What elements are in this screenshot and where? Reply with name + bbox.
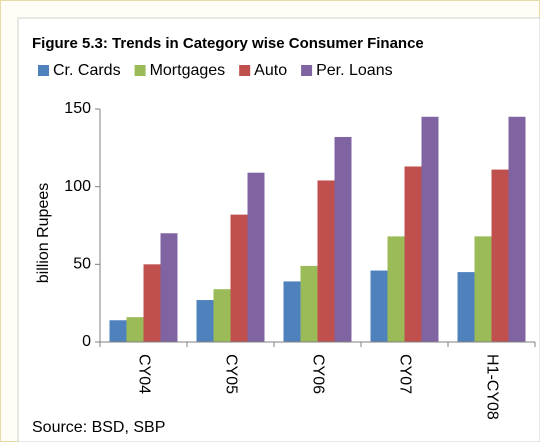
bar [404, 166, 422, 342]
x-tick-label: CY04 [135, 354, 152, 394]
bar [247, 172, 265, 342]
bar [230, 214, 248, 342]
bar [317, 180, 335, 342]
legend-swatch [134, 65, 146, 76]
bar [370, 270, 388, 342]
y-tick-label: 150 [64, 100, 91, 117]
legend-label: Per. Loans [316, 62, 393, 79]
legend-label: Cr. Cards [53, 62, 121, 79]
chart-area [17, 17, 540, 442]
chart-title: Figure 5.3: Trends in Category wise Cons… [32, 35, 424, 52]
source-note: Source: BSD, SBP [32, 419, 165, 436]
y-tick-label: 50 [73, 256, 91, 273]
legend-swatch [239, 65, 251, 76]
legend-label: Mortgages [150, 62, 226, 79]
x-tick-label: H1-CY08 [483, 354, 500, 420]
x-tick-label: CY07 [396, 354, 413, 394]
bar [143, 264, 161, 342]
bar [283, 281, 301, 342]
bar [491, 169, 509, 342]
legend-swatch [301, 65, 313, 76]
bar [457, 272, 475, 342]
y-tick-label: 100 [64, 178, 91, 195]
bar [196, 300, 214, 342]
bar [334, 136, 352, 342]
x-tick-label: CY06 [309, 354, 326, 394]
bar [126, 317, 144, 342]
bar [109, 320, 127, 342]
bar [213, 289, 231, 342]
legend-swatch [38, 65, 49, 76]
bar [508, 116, 526, 343]
y-axis-label: billion Rupees [35, 183, 52, 284]
bar [387, 236, 405, 342]
legend-label: Auto [254, 62, 287, 79]
x-tick-label: CY05 [222, 354, 239, 394]
y-tick-label: 0 [82, 333, 91, 350]
bar [421, 116, 439, 343]
bar [300, 265, 318, 342]
bar [160, 233, 178, 342]
bar [474, 236, 492, 342]
